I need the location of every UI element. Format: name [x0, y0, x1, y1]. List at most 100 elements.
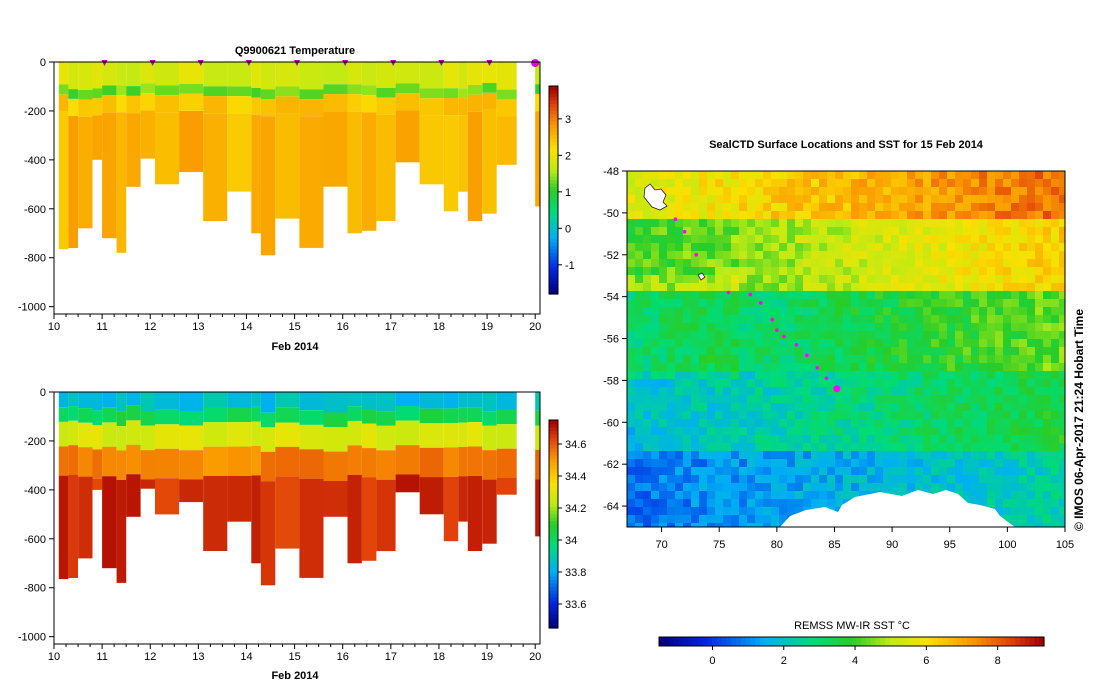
sst-cell — [899, 251, 908, 260]
sst-cell — [803, 467, 812, 476]
temperature-y-tick-label: -200 — [24, 106, 46, 118]
salinity-colorbar-segment — [549, 485, 558, 490]
temperature-panel: Q9900621 Temperature 10 11 12 13 14 15 16 17 18 1… — [18, 45, 575, 353]
sst-cell — [963, 283, 972, 292]
sst-cell — [1051, 323, 1060, 332]
sst-cell — [723, 211, 732, 220]
temperature-y-tick-label: -1000 — [18, 302, 46, 314]
section-cell — [496, 62, 517, 90]
section-cell — [535, 479, 540, 537]
sst-cell — [1035, 363, 1044, 372]
sst-cell — [723, 475, 732, 484]
section-cell — [116, 411, 127, 427]
section-cell — [376, 97, 396, 115]
sst-cell — [739, 363, 748, 372]
sst-cell — [715, 307, 724, 316]
sst-cell — [995, 315, 1004, 324]
sst-cell — [723, 523, 732, 527]
sst-cell — [635, 363, 644, 372]
sst-cell — [979, 395, 988, 404]
sst-cell — [843, 171, 852, 180]
sst-cell — [627, 243, 636, 252]
sst-cell — [1011, 411, 1020, 420]
section-cell — [419, 98, 444, 116]
sst-cell — [699, 195, 708, 204]
sst-cell — [971, 371, 980, 380]
salinity-colorbar-tick-label: 34 — [565, 535, 577, 547]
sst-cell — [979, 403, 988, 412]
sst-cell — [771, 267, 780, 276]
salinity-colorbar-segment — [549, 513, 558, 518]
sst-cell — [683, 483, 692, 492]
sst-cell — [939, 411, 948, 420]
sst-cell — [691, 283, 700, 292]
sst-cell — [1059, 283, 1065, 292]
sst-cell — [883, 259, 892, 268]
sst-cell — [1019, 419, 1028, 428]
sst-cell — [1059, 339, 1065, 348]
sst-cell — [947, 363, 956, 372]
sst-cell — [867, 331, 876, 340]
sst-cell — [691, 347, 700, 356]
sst-cell — [835, 243, 844, 252]
sst-cell — [1035, 443, 1044, 452]
temperature-colorbar-segment — [549, 280, 558, 285]
sst-colorbar-segment — [1039, 637, 1045, 646]
sst-cell — [683, 275, 692, 284]
sst-cell — [1035, 267, 1044, 276]
sst-cell — [891, 291, 900, 300]
sst-cell — [635, 403, 644, 412]
sst-cell — [683, 403, 692, 412]
salinity-colorbar-segment — [549, 468, 558, 473]
section-cell — [347, 445, 362, 475]
sst-cell — [691, 443, 700, 452]
sst-cell — [859, 491, 868, 500]
sst-cell — [683, 435, 692, 444]
sst-cell — [795, 451, 804, 460]
sst-cell — [739, 435, 748, 444]
sst-cell — [971, 323, 980, 332]
salinity-colorbar-segment — [549, 544, 558, 549]
sst-cell — [947, 435, 956, 444]
temperature-colorbar-segment — [549, 155, 558, 160]
sst-cell — [1019, 227, 1028, 236]
section-cell — [140, 83, 155, 94]
sst-cell — [659, 483, 668, 492]
section-cell — [140, 93, 155, 111]
sst-cell — [1043, 459, 1052, 468]
sst-cell — [1011, 235, 1020, 244]
sst-cell — [867, 315, 876, 324]
sst-cell — [939, 259, 948, 268]
sst-colorbar-segment — [1024, 637, 1031, 646]
sst-cell — [811, 187, 820, 196]
section-cell — [155, 95, 180, 113]
sst-cell — [779, 515, 788, 524]
sst-cell — [699, 491, 708, 500]
section-cell — [376, 425, 396, 451]
map-lon-ticks: 70 75 80 85 90 95 100 105 — [655, 527, 1074, 551]
sst-cell — [907, 323, 916, 332]
sst-cell — [827, 251, 836, 260]
sst-cell — [667, 315, 676, 324]
sst-cell — [971, 203, 980, 212]
sst-cell — [827, 411, 836, 420]
sst-cell — [635, 283, 644, 292]
sst-cell — [787, 507, 796, 516]
sst-cell — [803, 403, 812, 412]
sst-cell — [755, 243, 764, 252]
section-cell — [251, 475, 261, 564]
sst-cell — [859, 411, 868, 420]
sst-cell — [851, 339, 860, 348]
sst-cell — [683, 491, 692, 500]
sst-cell — [731, 363, 740, 372]
sst-cell — [715, 403, 724, 412]
sst-cell — [899, 371, 908, 380]
track-point — [694, 253, 698, 257]
sst-cell — [787, 475, 796, 484]
sst-cell — [971, 347, 980, 356]
sst-cell — [963, 187, 972, 196]
sst-cell — [651, 267, 660, 276]
sst-cell — [771, 331, 780, 340]
sst-cell — [747, 275, 756, 284]
